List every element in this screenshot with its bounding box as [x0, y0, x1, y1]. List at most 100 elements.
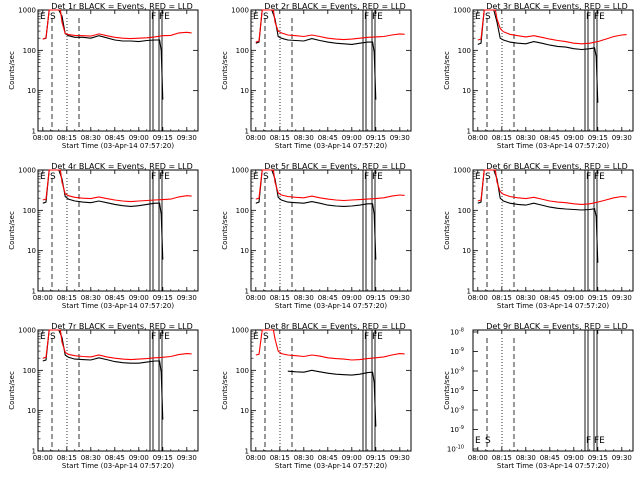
x-tick-label: 08:45 [540, 454, 560, 462]
panel-det-1r: Det 1r BLACK = Events, RED = LLD 08:00 08:… [8, 2, 199, 150]
series-line-events [255, 169, 377, 260]
y-tick-label: 100 [236, 367, 249, 375]
y-tick-label: 10 [240, 407, 249, 415]
panel-title: Det 9r BLACK = Events, RED = LLD [486, 322, 628, 331]
x-tick-label: 08:45 [105, 454, 125, 462]
marker-label-s: S [485, 12, 491, 22]
panel-det-6r: Det 6r BLACK = Events, RED = LLD 08:00 08:… [443, 162, 634, 310]
x-tick-label: 09:30 [390, 454, 410, 462]
x-tick-label: 08:00 [468, 294, 488, 302]
y-tick-label: 10-10 [447, 445, 464, 454]
x-tick-label: 09:15 [588, 294, 608, 302]
marker-label-s: S [50, 172, 56, 182]
y-tick-label: 1000 [18, 167, 36, 175]
panel-title: Det 7r BLACK = Events, RED = LLD [51, 322, 193, 331]
x-tick-label: 08:15 [270, 134, 290, 142]
series-line-lld [255, 329, 405, 361]
y-tick-label: 1000 [18, 327, 36, 335]
x-axis-label: Start Time (03-Apr-14 07:57:20) [62, 142, 174, 150]
marker-label-fe: FE [594, 172, 605, 182]
marker-label-e: E [40, 172, 46, 182]
x-tick-label: 09:00 [129, 294, 149, 302]
x-tick-label: 09:00 [342, 134, 362, 142]
y-tick-label: 1 [245, 288, 249, 296]
marker-label-fe: FE [372, 332, 383, 342]
marker-label-f: F [586, 436, 591, 446]
x-axis-label: Start Time (03-Apr-14 07:57:20) [275, 142, 387, 150]
x-tick-label: 09:15 [588, 134, 608, 142]
x-tick-label: 08:30 [516, 294, 536, 302]
x-tick-label: 08:15 [270, 294, 290, 302]
plot-frame [37, 9, 199, 132]
plot-frame [472, 169, 634, 292]
marker-label-f: F [151, 172, 156, 182]
x-tick-label: 08:45 [318, 454, 338, 462]
x-tick-label: 08:30 [294, 454, 314, 462]
x-tick-label: 08:45 [318, 134, 338, 142]
plot-frame [37, 169, 199, 292]
y-tick-label: 1 [245, 128, 249, 136]
y-tick-label: 10-9 [450, 386, 464, 395]
x-tick-label: 09:00 [129, 134, 149, 142]
x-tick-label: 09:30 [612, 454, 632, 462]
marker-label-f: F [364, 332, 369, 342]
series-line-lld [255, 169, 405, 202]
series-line-lld [42, 9, 192, 40]
y-axis-label: Counts/sec [8, 371, 16, 410]
x-tick-label: 08:45 [318, 294, 338, 302]
y-tick-label: 1000 [453, 167, 471, 175]
x-axis-label: Start Time (03-Apr-14 07:57:20) [497, 302, 609, 310]
panel-det-7r: Det 7r BLACK = Events, RED = LLD 08:00 08:… [8, 322, 199, 470]
marker-label-e: E [40, 12, 46, 22]
x-tick-label: 08:15 [492, 294, 512, 302]
marker-label-f: F [586, 172, 591, 182]
marker-label-e: E [475, 172, 481, 182]
x-tick-label: 09:30 [612, 134, 632, 142]
marker-label-f: F [586, 12, 591, 22]
x-tick-label: 08:00 [246, 454, 266, 462]
y-tick-label: 10 [27, 87, 36, 95]
y-tick-label: 100 [458, 47, 471, 55]
x-tick-label: 09:15 [588, 454, 608, 462]
x-tick-label: 08:15 [492, 454, 512, 462]
x-tick-label: 08:15 [57, 134, 77, 142]
x-tick-label: 08:30 [81, 454, 101, 462]
y-tick-label: 1 [467, 128, 471, 136]
panel-title: Det 8r BLACK = Events, RED = LLD [264, 322, 406, 331]
marker-label-s: S [485, 436, 491, 446]
panel-title: Det 1r BLACK = Events, RED = LLD [51, 2, 193, 11]
series-line-lld [42, 329, 192, 361]
marker-label-fe: FE [372, 12, 383, 22]
plot-frame [250, 169, 412, 292]
series-line-events [477, 9, 599, 103]
x-axis-label: Start Time (03-Apr-14 07:57:20) [62, 302, 174, 310]
plot-frame [472, 9, 634, 132]
plot-frame [250, 9, 412, 132]
marker-label-f: F [151, 12, 156, 22]
y-tick-label: 100 [23, 207, 36, 215]
x-tick-label: 09:30 [390, 294, 410, 302]
series-line-events [42, 169, 164, 260]
y-tick-label: 100 [236, 47, 249, 55]
marker-label-s: S [50, 332, 56, 342]
x-tick-label: 08:30 [294, 294, 314, 302]
x-tick-label: 09:30 [177, 294, 197, 302]
x-tick-label: 09:15 [366, 294, 386, 302]
y-tick-label: 10-9 [450, 367, 464, 376]
y-axis-label: Counts/sec [443, 371, 451, 410]
x-tick-label: 08:45 [105, 294, 125, 302]
x-tick-label: 09:15 [153, 294, 173, 302]
x-tick-label: 08:00 [246, 134, 266, 142]
x-tick-label: 09:15 [153, 454, 173, 462]
x-tick-label: 09:00 [342, 294, 362, 302]
panel-title: Det 6r BLACK = Events, RED = LLD [486, 162, 628, 171]
y-tick-label: 10-9 [450, 406, 464, 415]
x-tick-label: 08:00 [468, 134, 488, 142]
y-axis-label: Counts/sec [443, 51, 451, 90]
x-tick-label: 09:00 [342, 454, 362, 462]
panel-det-9r: Det 9r BLACK = Events, RED = LLD 08:00 08:… [443, 322, 634, 470]
y-tick-label: 10-8 [450, 328, 464, 337]
x-tick-label: 09:00 [564, 134, 584, 142]
x-tick-label: 08:45 [105, 134, 125, 142]
x-tick-label: 08:00 [33, 294, 53, 302]
